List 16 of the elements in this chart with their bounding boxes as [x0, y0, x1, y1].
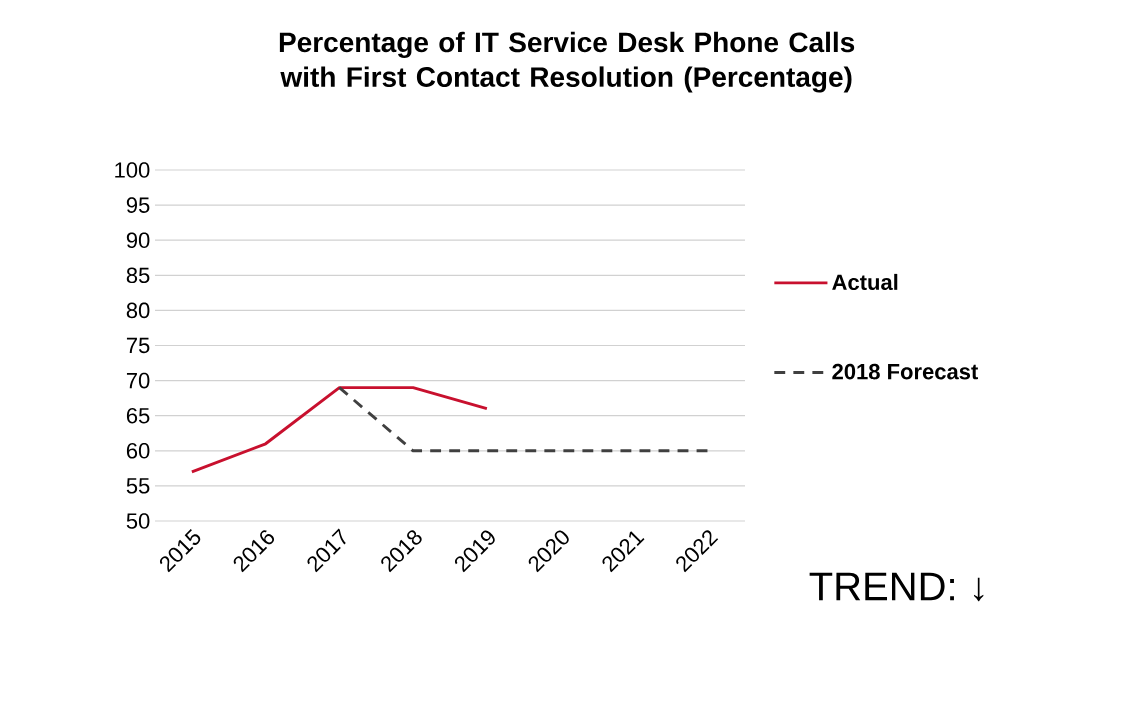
line-series [190, 386, 489, 474]
y-tick-label: 50 [126, 513, 150, 529]
y-tick-label: 65 [126, 407, 150, 424]
chart-title: Percentage of IT Service Desk Phone Calls with First Contact Resolution (Percentage) [279, 31, 855, 93]
y-tick-label: 100 [115, 162, 150, 178]
legend-label: 2018 Forecast [832, 363, 979, 380]
y-tick-label: 55 [126, 478, 150, 494]
y-tick-label: 60 [126, 443, 150, 459]
y-tick-label: 90 [126, 232, 150, 248]
y-tick-label: 70 [126, 372, 150, 389]
y-tick-label: 85 [126, 267, 150, 284]
text: TREND: ↓ [809, 572, 984, 602]
legend-label: Actual [832, 273, 898, 291]
y-tick-label: 95 [126, 197, 150, 213]
y-tick-label: 75 [126, 337, 150, 354]
y-tick-label: 80 [126, 302, 150, 319]
